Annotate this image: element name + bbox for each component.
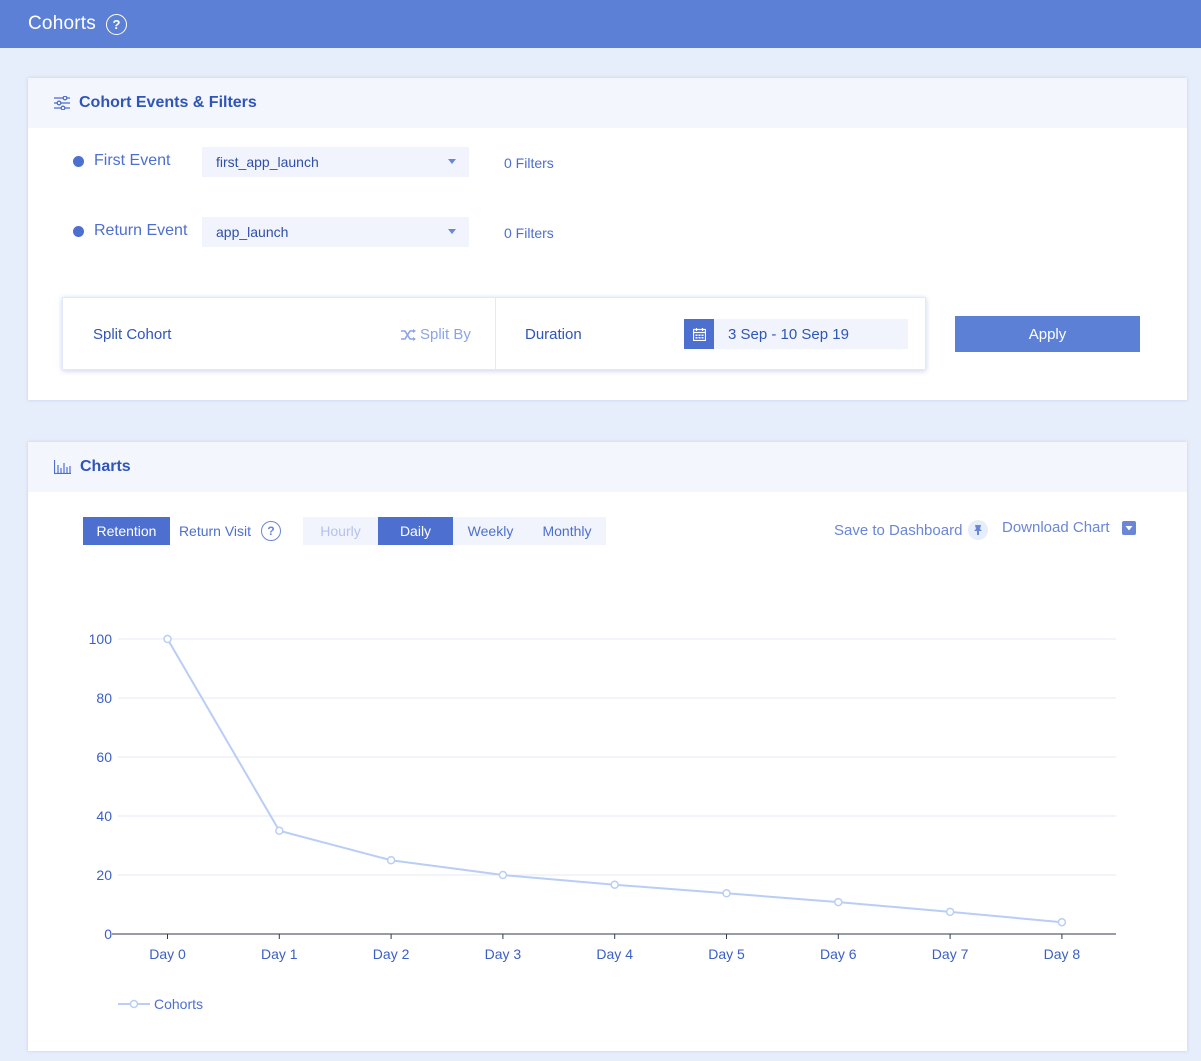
legend-label: Cohorts [154, 996, 204, 1012]
save-to-dashboard-button[interactable]: Save to Dashboard [834, 519, 989, 541]
caret-down-icon [448, 159, 456, 164]
split-by-label: Split By [420, 326, 471, 343]
retention-line-chart: 0 20 40 60 80 100 Day 0 Day 1 Day 2 Day 3 Day 4 Day… [89, 631, 1116, 962]
download-chart-button[interactable]: Download Chart [1002, 519, 1136, 536]
y-tick-label: 60 [96, 749, 112, 765]
filters-panel-header: Cohort Events & Filters [28, 78, 1187, 128]
return-event-filters-link[interactable]: 0 Filters [504, 225, 554, 241]
first-event-select[interactable]: first_app_launch [202, 147, 469, 177]
tab-return-visit[interactable]: Return Visit ? [170, 517, 290, 545]
cohort-events-filters-panel: Cohort Events & Filters First Event firs… [28, 78, 1187, 400]
help-icon[interactable]: ? [105, 13, 127, 35]
tab-retention[interactable]: Retention [83, 517, 170, 545]
x-tick-label: Day 8 [1044, 946, 1081, 962]
x-tick-label: Day 0 [149, 946, 186, 962]
data-point [1057, 917, 1067, 927]
x-tick-label: Day 3 [485, 946, 522, 962]
data-point [722, 889, 731, 898]
y-tick-label: 40 [96, 808, 112, 824]
return-event-value: app_launch [216, 224, 289, 240]
x-tick-label: Day 4 [596, 946, 633, 962]
download-chart-label: Download Chart [1002, 519, 1110, 536]
y-tick-label: 100 [89, 631, 113, 647]
charts-panel-title: Charts [80, 458, 131, 475]
data-point [386, 856, 396, 865]
top-bar: Cohorts ? [0, 0, 1201, 48]
data-point [945, 907, 955, 917]
metric-tabs: Retention Return Visit ? [83, 517, 290, 545]
x-tick-label: Day 1 [261, 946, 298, 962]
help-icon[interactable]: ? [261, 521, 282, 541]
y-tick-label: 0 [104, 926, 112, 942]
series-line-cohorts [166, 638, 1062, 924]
tab-weekly[interactable]: Weekly [453, 517, 528, 545]
split-by-button[interactable]: Split By [401, 326, 471, 343]
return-event-row: Return Event [73, 222, 204, 240]
y-tick-label: 20 [96, 867, 112, 883]
filters-panel-title: Cohort Events & Filters [79, 94, 257, 111]
data-point [163, 634, 172, 644]
x-tick-label: Day 6 [820, 946, 857, 962]
date-range-picker[interactable]: 3 Sep - 10 Sep 19 [684, 319, 908, 349]
apply-button[interactable]: Apply [955, 316, 1140, 352]
return-event-label: Return Event [94, 222, 188, 239]
tab-monthly[interactable]: Monthly [528, 517, 606, 545]
legend-line-marker [118, 999, 150, 1009]
chart-legend[interactable]: Cohorts [118, 996, 203, 1012]
caret-down-box-icon [1121, 520, 1136, 535]
shuffle-icon [401, 328, 416, 341]
first-event-filters-link[interactable]: 0 Filters [504, 155, 554, 171]
first-event-row: First Event [73, 152, 204, 170]
charts-panel: Charts Retention Return Visit ? Hourly D… [28, 442, 1187, 1051]
period-tabs: Hourly Daily Weekly Monthly [303, 517, 606, 545]
x-tick-label: Day 5 [708, 946, 745, 962]
tab-daily[interactable]: Daily [378, 517, 453, 545]
pin-icon [968, 520, 989, 540]
return-event-dot [73, 225, 84, 237]
calendar-icon [684, 319, 714, 349]
tab-return-visit-label: Return Visit [178, 523, 252, 539]
data-point [610, 880, 619, 889]
date-range-value: 3 Sep - 10 Sep 19 [728, 325, 849, 343]
x-tick-label: Day 7 [932, 946, 969, 962]
duration-label: Duration [525, 326, 582, 343]
charts-panel-header: Charts [28, 442, 1187, 492]
page-title: Cohorts [28, 13, 96, 34]
y-tick-label: 80 [96, 690, 112, 706]
return-event-select[interactable]: app_launch [202, 217, 469, 247]
x-tick-label: Day 2 [373, 946, 410, 962]
data-point [275, 826, 284, 835]
data-point [498, 870, 508, 880]
first-event-label: First Event [94, 152, 171, 169]
first-event-dot [73, 155, 84, 167]
save-to-dashboard-label: Save to Dashboard [834, 521, 963, 539]
bar-chart-icon [54, 460, 71, 474]
first-event-value: first_app_launch [216, 154, 319, 170]
data-point [834, 897, 843, 907]
split-cohort-label: Split Cohort [93, 326, 172, 343]
sliders-icon [54, 96, 70, 110]
split-duration-box: Split Cohort Split By Duration [62, 297, 926, 370]
tab-hourly[interactable]: Hourly [303, 517, 378, 545]
caret-down-icon [448, 229, 456, 234]
split-divider [495, 298, 496, 369]
